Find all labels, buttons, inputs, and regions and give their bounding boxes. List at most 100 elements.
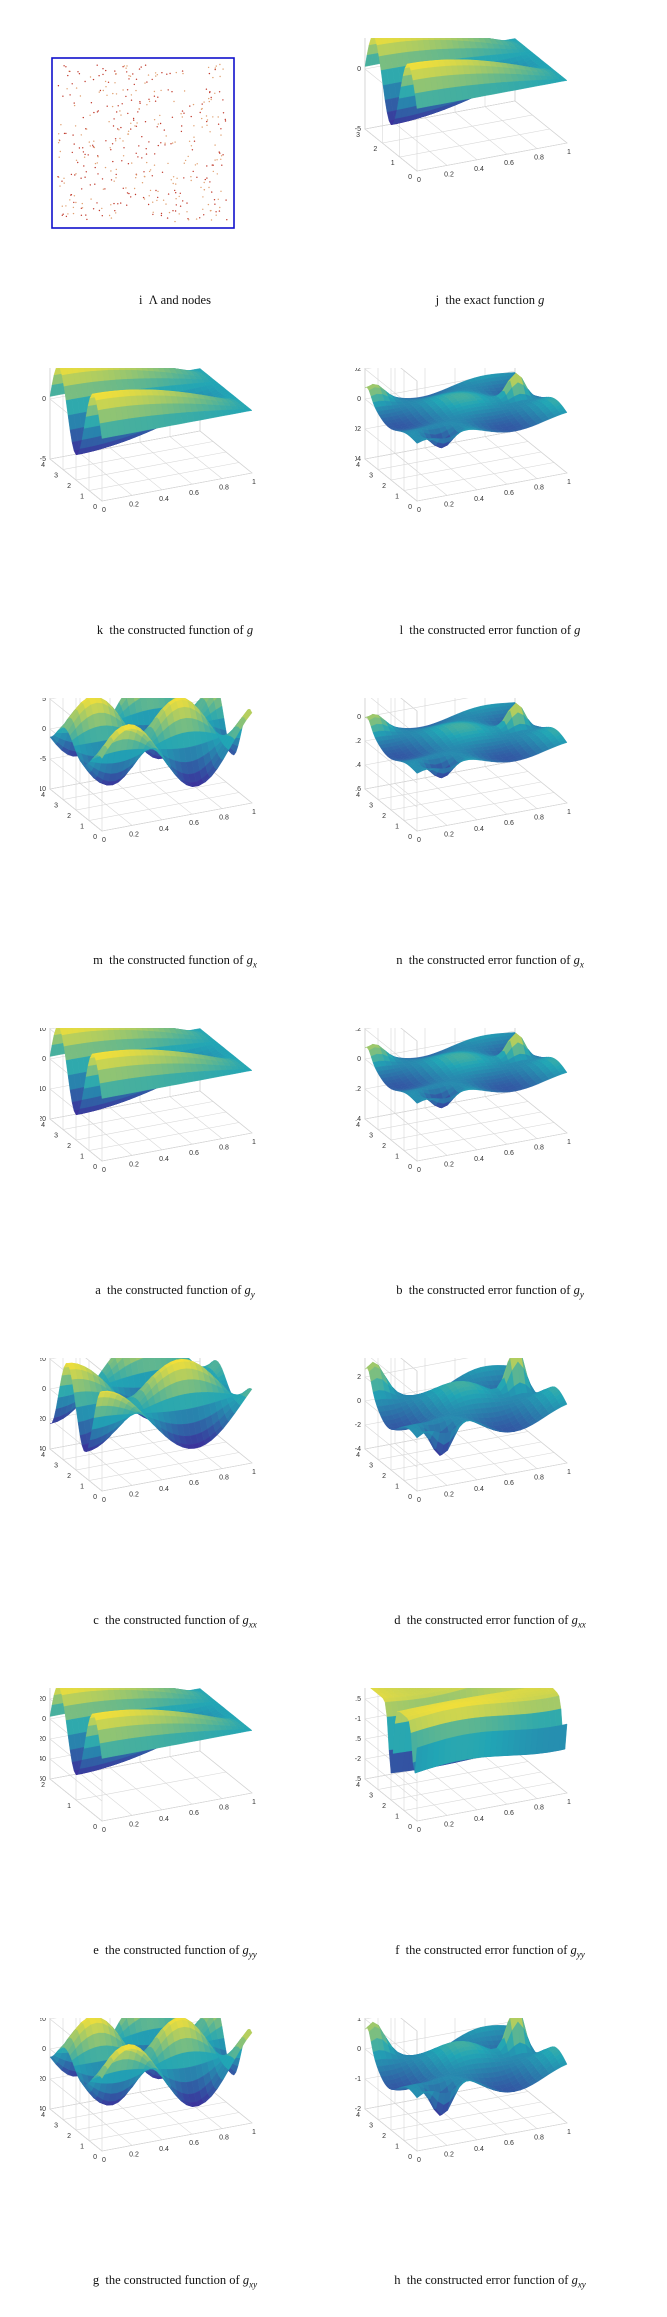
panel-f-caption: f the constructed error function of gyy [345, 1943, 635, 1960]
z-tick-label: -20 [40, 1736, 46, 1743]
z-tick-label: 2 [357, 1374, 361, 1381]
caption-text: the constructed error function of [408, 1283, 571, 1297]
x-tick-label: 0 [102, 1497, 106, 1504]
z-tick-label: -1.5 [355, 1736, 361, 1743]
y-tick-label: 1 [80, 1154, 84, 1161]
x-tick-label: 0.8 [534, 155, 544, 162]
caption-letter: m [93, 953, 103, 967]
caption-subscript: xy [577, 2279, 586, 2290]
y-tick-label: 2 [67, 483, 71, 490]
caption-subscript: x [579, 959, 584, 970]
z-tick-label: -10 [40, 1086, 46, 1093]
panel-i-caption: i Λ and nodes [30, 293, 320, 308]
panel-m-caption: m the constructed function of gx [30, 953, 320, 970]
z-tick-label: 20 [40, 1358, 46, 1363]
caption-letter: j [435, 293, 440, 307]
y-tick-label: 0 [93, 1494, 97, 1501]
y-tick-label: 3 [369, 2123, 373, 2130]
caption-letter: e [93, 1943, 99, 1957]
y-tick-label: 3 [369, 803, 373, 810]
caption-text: the constructed function of [105, 2273, 240, 2287]
y-tick-label: 1 [395, 1814, 399, 1821]
caption-symbol: g [571, 1613, 578, 1627]
x-tick-label: 0.8 [534, 485, 544, 492]
z-tick-label: 0.02 [355, 368, 361, 373]
y-tick-label: 0 [408, 1164, 412, 1171]
x-tick-label: 1 [252, 809, 256, 816]
caption-symbol: g [573, 1283, 580, 1297]
z-tick-label: -4 [355, 1446, 361, 1453]
z-tick-label: 0 [357, 1056, 361, 1063]
x-tick-label: 0.4 [474, 826, 484, 833]
x-tick-label: 0.2 [129, 501, 139, 508]
x-tick-label: 0 [102, 1167, 106, 1174]
x-tick-label: 0.8 [534, 2135, 544, 2142]
z-tick-label: -40 [40, 1446, 46, 1453]
panel-l-caption: l the constructed error function of g [345, 623, 635, 638]
x-tick-label: 0.8 [219, 1145, 229, 1152]
panel-j-caption: j the exact function g [345, 293, 635, 308]
y-tick-label: 1 [395, 1154, 399, 1161]
x-tick-label: 0.6 [504, 2140, 514, 2147]
x-tick-label: 0.4 [474, 1156, 484, 1163]
caption-symbol: g [571, 2273, 578, 2287]
x-tick-label: 0.4 [159, 826, 169, 833]
z-tick-label: 0 [42, 1386, 46, 1393]
y-tick-label: 4 [356, 1782, 360, 1789]
z-tick-label: -0.6 [355, 786, 361, 793]
surface [364, 1032, 568, 1109]
x-tick-label: 0 [417, 2157, 421, 2164]
surface [364, 702, 568, 779]
y-tick-label: 3 [369, 1463, 373, 1470]
y-tick-label: 2 [382, 813, 386, 820]
caption-symbol: g [246, 623, 254, 637]
z-tick-label: 10 [40, 1028, 46, 1033]
y-tick-label: 4 [41, 792, 45, 799]
y-tick-label: 2 [373, 146, 377, 153]
caption-letter: h [394, 2273, 401, 2287]
caption-symbol: g [573, 953, 580, 967]
y-tick-label: 4 [356, 462, 360, 469]
x-tick-label: 0.6 [189, 2140, 199, 2147]
z-tick-label: 0 [357, 714, 361, 721]
z-tick-label: -0.4 [355, 1116, 361, 1123]
caption-subscript: xx [577, 1619, 586, 1630]
z-tick-label: 0 [42, 396, 46, 403]
x-tick-label: 0.6 [504, 490, 514, 497]
y-tick-label: 0 [408, 1494, 412, 1501]
y-tick-label: 2 [382, 1143, 386, 1150]
z-tick-label: -20 [40, 1116, 46, 1123]
x-tick-label: 0.2 [129, 831, 139, 838]
x-tick-label: 1 [252, 479, 256, 486]
z-tick-label: -0.2 [355, 1086, 361, 1093]
y-tick-label: 0 [408, 2154, 412, 2161]
x-tick-label: 0.2 [444, 1821, 454, 1828]
surface [49, 368, 253, 456]
caption-symbol: g [538, 293, 545, 307]
z-tick-label: 20 [40, 1696, 46, 1703]
y-tick-label: 1 [395, 494, 399, 501]
z-tick-label: -10 [40, 786, 46, 793]
y-tick-label: 2 [67, 813, 71, 820]
surface [364, 2018, 568, 2117]
x-tick-label: 0.2 [444, 171, 454, 178]
y-tick-label: 4 [356, 792, 360, 799]
z-tick-label: -2 [355, 1756, 361, 1763]
x-tick-label: 0.4 [474, 1486, 484, 1493]
caption-text: the constructed error function of [405, 1943, 568, 1957]
x-tick-label: 0.2 [444, 831, 454, 838]
x-tick-label: 0.8 [534, 1475, 544, 1482]
y-tick-label: 4 [41, 1122, 45, 1129]
y-tick-label: 1 [391, 160, 395, 167]
y-tick-label: 2 [382, 483, 386, 490]
x-tick-label: 1 [567, 1799, 571, 1806]
z-tick-label: 0 [357, 66, 361, 73]
z-tick-label: -0.02 [355, 426, 361, 433]
